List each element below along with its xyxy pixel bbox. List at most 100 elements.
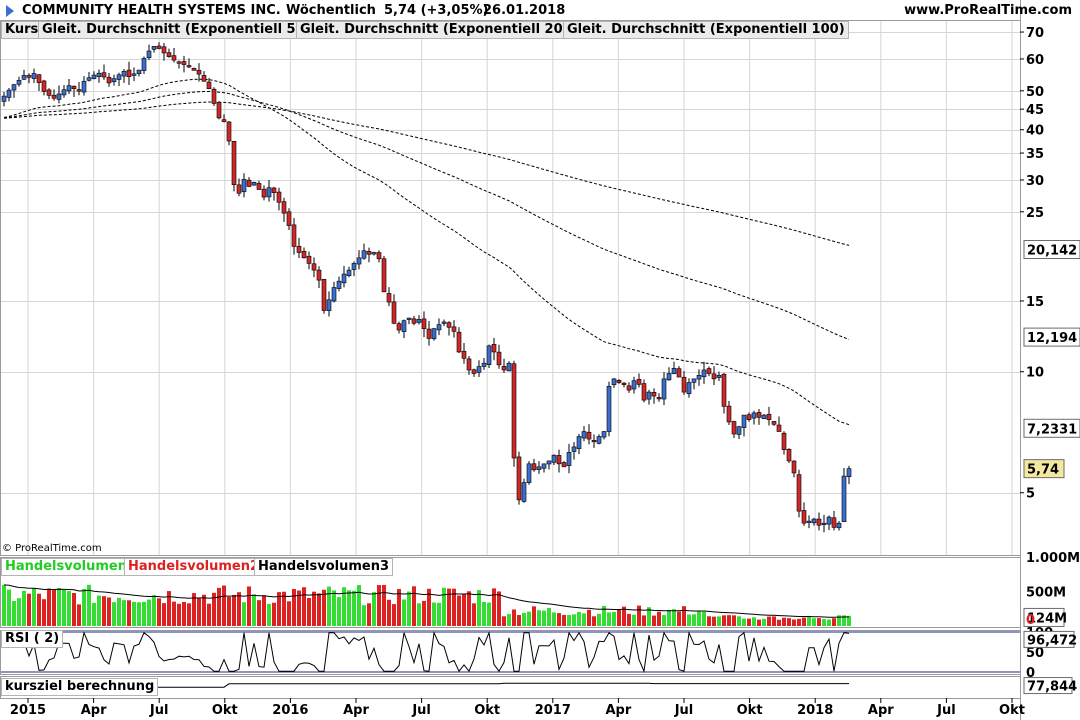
volume-bar-down (727, 615, 731, 626)
candle-down (421, 318, 427, 329)
price-tick-label: 45 (1026, 103, 1044, 118)
volume-bar-down (317, 593, 321, 626)
candle-down (206, 81, 212, 89)
candle-up (841, 475, 847, 523)
legend-volume1[interactable]: Handelsvolumen (1, 558, 131, 576)
volume-bar-up (607, 612, 611, 626)
candle-down (726, 405, 732, 423)
candle-up (751, 412, 757, 419)
kursziel-marker-box (1023, 677, 1073, 695)
candle-down (46, 89, 52, 96)
time-tick-label: Okt (737, 703, 763, 718)
volume-bar-down (777, 619, 781, 626)
candle-up (686, 382, 692, 395)
candle-up (341, 273, 347, 284)
volume-bar-down (167, 591, 171, 626)
candle-up (826, 516, 832, 525)
candle-down (296, 245, 302, 253)
candle-down (76, 89, 82, 92)
volume-bar-up (132, 601, 136, 626)
price-marker-box (1023, 239, 1080, 259)
volume-bar-down (657, 611, 661, 626)
volume-bar-down (312, 591, 316, 626)
volume-tick-label: 500M (1026, 586, 1066, 601)
volume-bar-down (782, 617, 786, 626)
legend-kurs[interactable]: Kurs (1, 21, 43, 39)
volume-bar-up (567, 615, 571, 626)
candle-down (291, 224, 297, 247)
price-marker-box (1023, 418, 1080, 438)
candle-up (11, 84, 17, 91)
price-tick-label: 25 (1026, 206, 1044, 221)
price-tick-label: 40 (1026, 124, 1044, 139)
price-tick-label: 35 (1026, 147, 1044, 162)
candle-down (766, 413, 772, 420)
company-name: COMMUNITY HEALTH SYSTEMS INC. (22, 3, 281, 18)
candle-up (571, 446, 577, 452)
ema-line (3, 101, 850, 246)
time-tick-label: Okt (212, 703, 238, 718)
candle-down (501, 366, 507, 371)
volume-bar-up (522, 612, 526, 626)
volume-bar-down (217, 587, 221, 626)
volume-bar-down (212, 592, 216, 626)
volume-bar-down (722, 615, 726, 626)
candle-down (446, 322, 452, 328)
candle-down (831, 517, 837, 528)
candle-down (706, 368, 712, 374)
candle-down (516, 456, 522, 501)
volume-bar-up (442, 587, 446, 626)
volume-bar-up (122, 600, 126, 626)
volume-bar-up (717, 616, 721, 626)
volume-bar-up (372, 592, 376, 626)
legend-ema50[interactable]: Gleit. Durchschnitt (Exponentiell 50) (38, 21, 315, 39)
interval[interactable]: Wöchentlich (286, 3, 376, 18)
candle-down (776, 424, 782, 432)
candle-down (196, 69, 202, 75)
volume-bar-up (812, 618, 816, 626)
legend-ema200[interactable]: Gleit. Durchschnitt (Exponentiell 200) (296, 21, 582, 39)
candle-up (671, 367, 677, 374)
candle-down (781, 432, 787, 450)
candle-down (41, 80, 47, 92)
candle-up (821, 522, 827, 525)
volume-bar-up (57, 588, 61, 626)
volume-bar-down (447, 588, 451, 626)
time-tick-label: Apr (343, 703, 369, 718)
volume-zero-label: 0 (1026, 613, 1035, 628)
candle-up (666, 373, 672, 381)
rsi-line (1, 630, 1020, 674)
candle-down (276, 191, 282, 203)
candles (1, 42, 852, 533)
panel-frame (0, 20, 1021, 556)
kursziel-label[interactable]: kursziel berechnung (1, 678, 159, 696)
company-logo (6, 3, 14, 18)
candle-down (376, 252, 382, 260)
candle-down (801, 510, 807, 524)
time-tick-label: 2017 (535, 703, 571, 718)
volume-bar-up (612, 611, 616, 626)
rsi-label[interactable]: RSI ( 2) (1, 630, 64, 648)
candle-down (731, 421, 737, 435)
volume-bar-up (487, 602, 491, 626)
volume-bar-down (272, 602, 276, 626)
candle-down (261, 188, 267, 198)
legend-volume2[interactable]: Handelsvolumen2 (124, 558, 264, 576)
volume-bar-down (197, 598, 201, 626)
volume-bar-up (357, 585, 361, 626)
volume-bar-up (417, 603, 421, 626)
volume-bar-down (422, 600, 426, 626)
volume-bar-up (632, 614, 636, 626)
legend-ema100[interactable]: Gleit. Durchschnitt (Exponentiell 100) (563, 21, 849, 39)
volume-bar-down (227, 596, 231, 626)
volume-bar-down (182, 601, 186, 626)
candle-down (211, 88, 217, 104)
volume-bar-down (172, 601, 176, 626)
site-link[interactable]: www.ProRealTime.com (904, 3, 1072, 18)
candle-down (531, 463, 537, 471)
candle-up (836, 522, 842, 529)
rsi-marker-label: 96,472 (1027, 633, 1077, 648)
candle-down (366, 250, 372, 255)
legend-volume3[interactable]: Handelsvolumen3 (254, 558, 394, 576)
